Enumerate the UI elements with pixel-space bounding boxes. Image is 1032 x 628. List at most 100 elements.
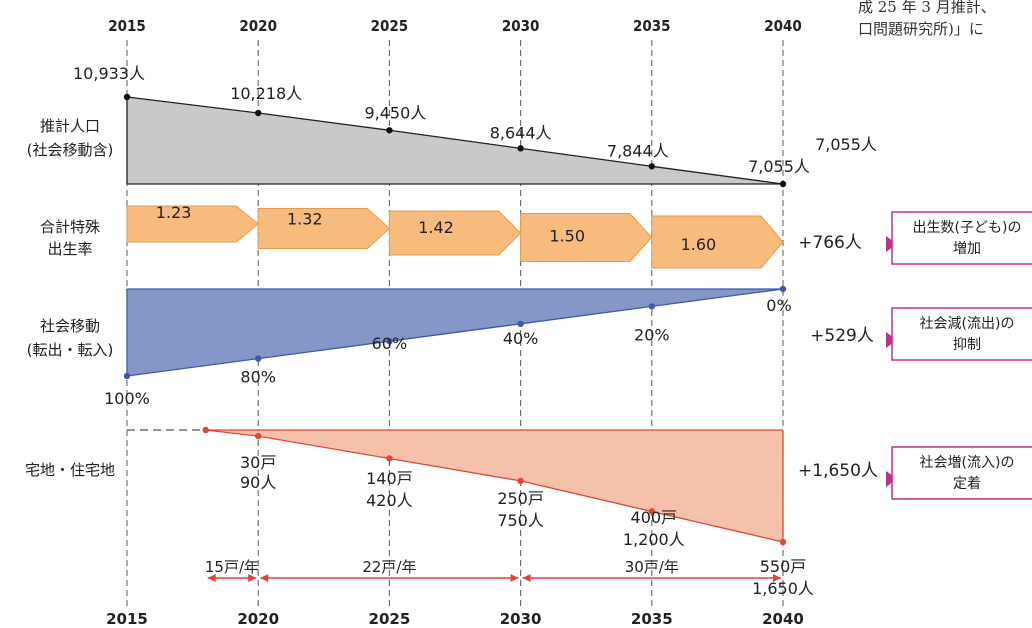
fertility-label-2030: 1.50 — [549, 227, 585, 246]
fertility-effect-box — [891, 211, 1032, 265]
housing-people-label-2030: 750人 — [497, 511, 544, 530]
top-year-label-2040: 2040 — [764, 17, 802, 35]
migration-effect-box-line-2: 抑制 — [953, 337, 981, 353]
fertility-label-2025: 1.42 — [418, 218, 454, 237]
housing-people-label-2025: 420人 — [366, 491, 413, 510]
population-label-2040: 7,055人 — [748, 157, 810, 176]
rate-arrow-head-left-2030 — [522, 574, 531, 582]
note-line-2: 口問題研究所)」に — [858, 20, 984, 38]
rate-arrow-head-left-2020 — [260, 574, 269, 582]
fertility-arrow-2035 — [651, 215, 784, 269]
fertility-effect-box-line-1: 出生数(子ども)の — [913, 220, 1022, 236]
bottom-year-label-2020: 2020 — [237, 610, 279, 628]
bottom-year-label-2030: 2030 — [500, 610, 542, 628]
top-year-label-2020: 2020 — [239, 17, 277, 35]
migration-label-2015: 100% — [104, 389, 150, 408]
top-year-label-2035: 2035 — [633, 17, 671, 35]
migration-point-2035 — [648, 303, 655, 310]
population-point-2015 — [123, 93, 131, 101]
bottom-year-label-2035: 2035 — [631, 610, 673, 628]
housing-effect-box-line-2: 定着 — [953, 476, 981, 492]
migration-point-2030 — [517, 320, 524, 327]
migration-effect-box — [891, 307, 1032, 361]
housing-line — [205, 429, 784, 543]
migration-label-2030: 40% — [503, 329, 539, 348]
population-point-2035 — [648, 163, 655, 170]
migration-point-2020 — [255, 355, 262, 362]
fertility-row-label-1: 合計特殊 — [40, 218, 100, 236]
migration-label-2040: 0% — [766, 296, 791, 315]
housing-area — [205, 430, 784, 542]
migration-label-2035: 20% — [634, 325, 670, 344]
rate-arrow-label-2020: 22戸/年 — [362, 558, 416, 576]
bottom-year-label-2040: 2040 — [762, 610, 804, 628]
fertility-label-2015: 1.23 — [156, 203, 192, 222]
bottom-year-label-2015: 2015 — [106, 610, 148, 628]
housing-houses-label-2030: 250戸 — [497, 489, 544, 508]
rate-arrow-label-2030: 30戸/年 — [625, 558, 679, 576]
migration-label-2020: 80% — [240, 368, 276, 387]
migration-row-label-2: (転出・転入) — [27, 341, 114, 359]
rate-arrow-label-2018: 15戸/年 — [205, 558, 259, 576]
fertility-effect-box-line-2: 増加 — [953, 241, 981, 257]
housing-houses-label-2035: 400戸 — [631, 508, 678, 527]
migration-label-2025: 60% — [372, 334, 408, 353]
housing-effect-box — [891, 446, 1032, 500]
migration-point-2015 — [123, 372, 131, 380]
population-point-2020 — [255, 109, 262, 117]
population-point-2030 — [517, 145, 524, 152]
top-year-label-2025: 2025 — [371, 17, 409, 35]
migration-point-2025 — [386, 338, 393, 345]
population-row-label-2: (社会移動含) — [27, 141, 114, 159]
housing-point-2035 — [648, 508, 655, 515]
population-point-2025 — [386, 127, 393, 134]
population-row-label-1: 推計人口 — [40, 117, 100, 135]
housing-effect-value: +1,650人 — [798, 461, 878, 481]
housing-people-label-2040: 1,650人 — [752, 579, 814, 598]
fertility-label-2035: 1.60 — [681, 235, 717, 254]
housing-people-label-2035: 1,200人 — [623, 530, 685, 549]
migration-point-2040 — [779, 285, 787, 293]
bottom-year-label-2025: 2025 — [369, 610, 411, 628]
housing-houses-label-2020: 30戸 — [240, 453, 276, 472]
housing-point-2025 — [386, 455, 393, 462]
fertility-arrow-2025 — [388, 210, 522, 256]
fertility-effect-value: +766人 — [798, 233, 862, 253]
population-label-2025: 9,450人 — [364, 103, 426, 122]
top-year-label-2015: 2015 — [108, 17, 146, 35]
housing-houses-label-2040: 550戸 — [760, 557, 807, 576]
note-line-1: 成 25 年 3 月推計、 — [858, 0, 996, 16]
housing-people-label-2020: 90人 — [240, 473, 276, 492]
fertility-label-2020: 1.32 — [287, 210, 323, 229]
population-label-2035: 7,844人 — [607, 141, 669, 160]
fertility-arrow-2030 — [520, 213, 653, 262]
fertility-row-label-2: 出生率 — [47, 240, 92, 258]
population-point-2040 — [779, 180, 787, 188]
population-label-2020: 10,218人 — [230, 84, 302, 103]
migration-effect-box-line-1: 社会減(流出)の — [920, 315, 1015, 332]
fertility-arrow-2020 — [257, 208, 391, 249]
housing-point-2018 — [202, 426, 209, 434]
top-year-label-2030: 2030 — [502, 17, 540, 35]
housing-row-label-1: 宅地・住宅地 — [25, 461, 115, 479]
housing-point-2020 — [255, 432, 262, 440]
population-label-2015: 10,933人 — [73, 64, 145, 83]
fertility-arrow-2015 — [126, 205, 259, 243]
housing-point-2040 — [779, 538, 787, 546]
population-label-2030: 8,644人 — [490, 123, 552, 142]
rate-arrow-head-right-2020 — [510, 574, 519, 582]
rate-arrow-head-left-2018 — [207, 574, 216, 582]
population-line — [126, 96, 784, 185]
housing-houses-label-2025: 140戸 — [366, 469, 413, 488]
cropped-note-text: 成 25 年 3 月推計、 口問題研究所)」に — [858, 0, 1032, 40]
population-side-value: 7,055人 — [815, 135, 877, 154]
rate-arrow-head-right-2030 — [773, 574, 781, 582]
migration-row-label-1: 社会移動 — [40, 317, 100, 335]
migration-line — [126, 288, 784, 377]
housing-point-2030 — [517, 477, 524, 485]
rate-arrow-head-right-2018 — [248, 574, 257, 582]
migration-effect-value: +529人 — [810, 326, 874, 346]
housing-effect-box-line-1: 社会増(流入)の — [920, 455, 1015, 471]
